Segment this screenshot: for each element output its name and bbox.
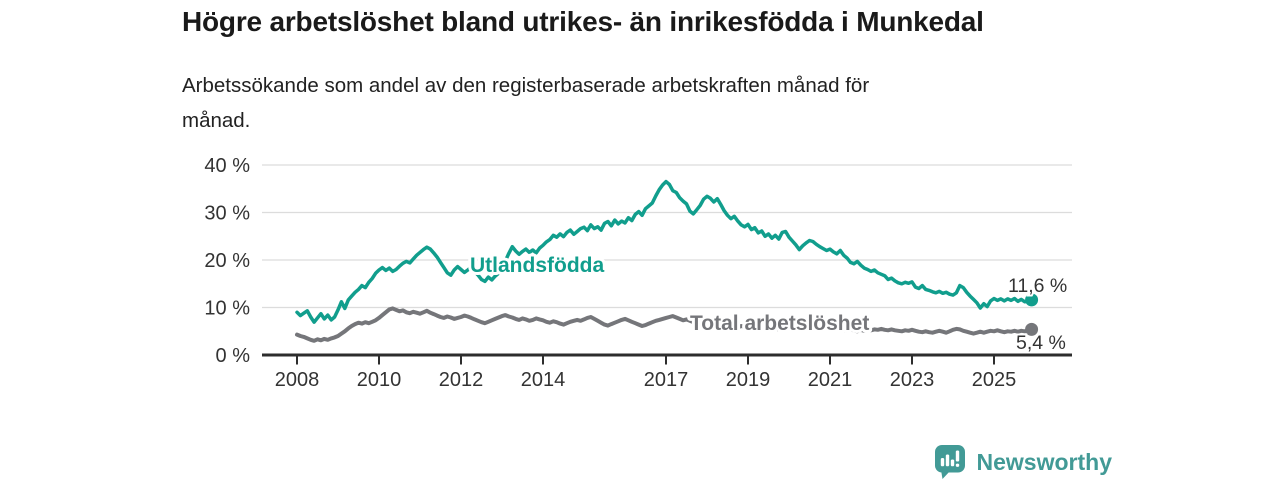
y-axis-tick-label: 40 % [204, 155, 250, 177]
x-axis-tick-label: 2025 [972, 369, 1017, 391]
x-axis-tick-label: 2008 [275, 369, 320, 391]
series-label-utlandsfodda: Utlandsfödda [470, 254, 604, 277]
end-value-label-total: 5,4 % [1016, 332, 1066, 354]
x-axis-tick-label: 2017 [644, 369, 689, 391]
y-axis-tick-label: 0 % [216, 345, 251, 367]
end-dot-utlandsfodda [1025, 293, 1039, 307]
subtitle-line-2: månad. [182, 109, 251, 132]
x-axis-tick-label: 2014 [521, 369, 566, 391]
y-axis-tick-label: 10 % [204, 298, 250, 320]
chart-subtitle: Arbetssökande som andel av den registerb… [182, 68, 869, 138]
line-total [295, 306, 1034, 343]
newsworthy-branding: Newsworthy [934, 444, 1112, 480]
y-axis-tick-label: 20 % [204, 250, 250, 272]
series-label-total: Total arbetslöshet [690, 312, 869, 335]
end-value-label-utlandsfodda: 11,6 % [1008, 275, 1067, 297]
subtitle-line-1: Arbetssökande som andel av den registerb… [182, 74, 870, 97]
end-dot-total [1025, 322, 1039, 336]
newsworthy-wordmark: Newsworthy [976, 448, 1112, 475]
y-axis-tick-label: 30 % [204, 203, 250, 225]
x-axis-tick-label: 2012 [439, 369, 484, 391]
x-axis-tick-label: 2023 [890, 369, 935, 391]
newsworthy-logo-icon [934, 444, 966, 480]
x-axis-tick-label: 2010 [357, 369, 402, 391]
page-title: Högre arbetslöshet bland utrikes- än inr… [182, 6, 984, 37]
line-utlandsfodda [295, 179, 1034, 324]
x-axis-tick-label: 2019 [726, 369, 771, 391]
x-axis-tick-label: 2021 [808, 369, 853, 391]
